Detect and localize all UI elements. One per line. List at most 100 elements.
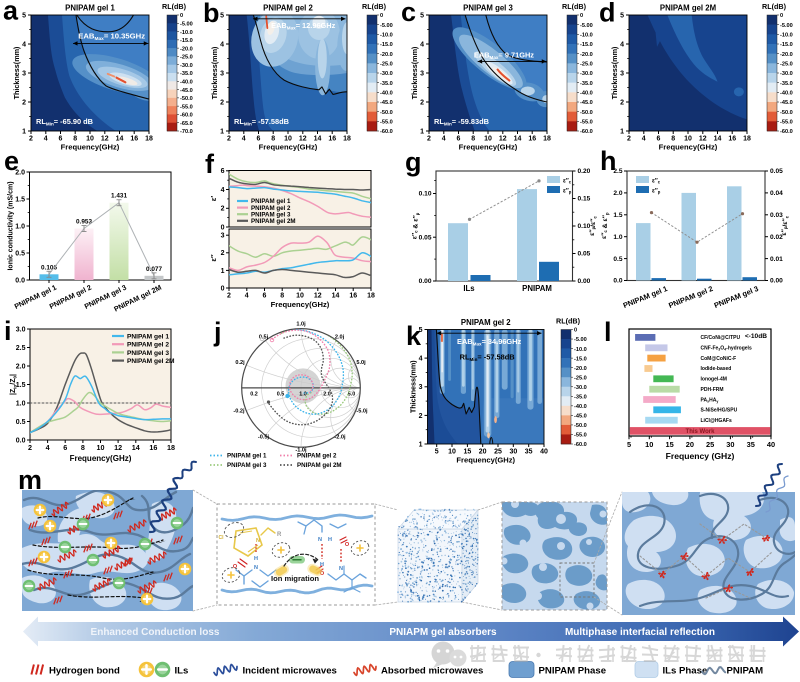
svg-text:1.0: 1.0 (16, 400, 26, 407)
svg-text:RL(dB): RL(dB) (362, 2, 387, 11)
svg-text:6: 6 (257, 136, 261, 143)
svg-text:0.0: 0.0 (15, 277, 25, 284)
svg-text:ε″c & ε″p: ε″c & ε″p (601, 212, 609, 239)
svg-text:-35.0: -35.0 (580, 81, 593, 87)
svg-text:0: 0 (380, 13, 383, 19)
svg-text:3: 3 (420, 70, 424, 77)
svg-text:Enhanced Conduction loss: Enhanced Conduction loss (91, 627, 220, 638)
svg-text:0.00: 0.00 (419, 278, 432, 285)
svg-text:-20.0: -20.0 (780, 52, 793, 58)
svg-text:PNIPAM gel 2M: PNIPAM gel 2M (297, 462, 342, 469)
svg-text:3: 3 (221, 233, 225, 240)
svg-text:14: 14 (116, 136, 124, 143)
svg-text:0: 0 (574, 328, 577, 334)
svg-text:N: N (318, 537, 322, 543)
svg-text:-10.0: -10.0 (180, 30, 193, 36)
svg-text:S-NiSe/HG/SPU: S-NiSe/HG/SPU (701, 408, 738, 414)
svg-text:30: 30 (509, 449, 517, 456)
svg-text:4: 4 (419, 356, 423, 363)
svg-text:-15.0: -15.0 (780, 42, 793, 48)
svg-text:12: 12 (699, 136, 707, 143)
svg-text:b: b (203, 0, 220, 28)
svg-text:0: 0 (221, 285, 225, 292)
svg-text:-20.0: -20.0 (180, 46, 193, 52)
svg-text:PNIPAM gel 1: PNIPAM gel 1 (65, 4, 115, 13)
svg-text:ε″: ε″ (209, 254, 218, 262)
svg-text:-65.0: -65.0 (180, 121, 193, 127)
svg-text:PNIPAM gel 2: PNIPAM gel 2 (127, 342, 169, 349)
svg-text:35: 35 (747, 440, 755, 449)
svg-text:2: 2 (420, 99, 424, 106)
svg-text:0: 0 (580, 13, 583, 19)
svg-text:3.0: 3.0 (16, 326, 26, 333)
svg-text:20: 20 (479, 449, 487, 456)
svg-text:PNIPAM gel 3: PNIPAM gel 3 (463, 4, 513, 13)
svg-text:18: 18 (167, 443, 175, 452)
svg-text:RLMin= -65.90 dB: RLMin= -65.90 dB (36, 117, 93, 127)
svg-text:1: 1 (22, 128, 26, 135)
svg-text:5: 5 (620, 12, 624, 19)
svg-text:2.0: 2.0 (15, 169, 25, 176)
svg-text:1: 1 (419, 441, 423, 448)
svg-text:-0.5j: -0.5j (258, 435, 270, 441)
svg-text:10: 10 (448, 449, 456, 456)
svg-text:-50.0: -50.0 (380, 110, 393, 116)
svg-text:4: 4 (44, 136, 48, 143)
svg-text:5: 5 (419, 327, 423, 334)
svg-text:H: H (328, 537, 332, 543)
svg-text:-45.0: -45.0 (780, 100, 793, 106)
svg-text:-50.0: -50.0 (180, 96, 193, 102)
svg-text:2.5: 2.5 (16, 345, 26, 352)
svg-text:0.953: 0.953 (76, 219, 92, 226)
svg-text:0.20: 0.20 (578, 168, 591, 175)
svg-text:3: 3 (22, 70, 26, 77)
svg-text:ILs: ILs (175, 666, 189, 677)
svg-text:5: 5 (435, 449, 439, 456)
svg-text:5.0j: 5.0j (356, 360, 366, 366)
svg-text:-10.0: -10.0 (780, 33, 793, 39)
svg-text:PNIAPM gel absorbers: PNIAPM gel absorbers (389, 627, 497, 638)
svg-text:2: 2 (29, 136, 33, 143)
svg-text:Frequency(GHz): Frequency(GHz) (61, 143, 120, 152)
svg-text:6: 6 (221, 168, 225, 175)
svg-text:PNIPAM gel 2: PNIPAM gel 2 (297, 453, 337, 460)
svg-text:4: 4 (22, 41, 26, 48)
svg-text:PNIPAM gel 2: PNIPAM gel 2 (461, 318, 511, 327)
svg-text:g: g (405, 147, 422, 177)
svg-text:35: 35 (525, 449, 533, 456)
svg-text:1: 1 (220, 128, 224, 135)
svg-text:-55.0: -55.0 (574, 433, 587, 439)
svg-text:PNIPAM gel 1: PNIPAM gel 1 (227, 453, 267, 460)
svg-text:0.05: 0.05 (578, 251, 591, 258)
svg-text:5: 5 (627, 440, 631, 449)
svg-text:-5.00: -5.00 (180, 21, 193, 27)
svg-text:-45.0: -45.0 (180, 88, 193, 94)
svg-text:16: 16 (728, 136, 736, 143)
svg-text:-30.0: -30.0 (574, 385, 587, 391)
svg-text:-45.0: -45.0 (574, 414, 587, 420)
svg-text:PNIPAM gel 1: PNIPAM gel 1 (127, 333, 169, 340)
svg-text:1.0j: 1.0j (296, 322, 306, 328)
svg-text:This Work: This Work (686, 429, 716, 435)
svg-text:10: 10 (97, 443, 105, 452)
svg-text:3: 3 (419, 384, 423, 391)
svg-text:PNIPAM Phase: PNIPAM Phase (539, 666, 607, 677)
svg-text:Frequency(GHz): Frequency(GHz) (456, 456, 515, 465)
svg-text:14: 14 (314, 136, 322, 143)
svg-text:-35.0: -35.0 (780, 81, 793, 87)
svg-text:4: 4 (442, 136, 446, 143)
svg-text:0.5: 0.5 (15, 250, 25, 257)
svg-text:2: 2 (221, 250, 225, 257)
svg-text:0.00: 0.00 (770, 278, 783, 285)
svg-text:2: 2 (620, 99, 624, 106)
svg-text:e: e (4, 146, 19, 176)
svg-text:0.106: 0.106 (41, 264, 57, 271)
svg-text:2: 2 (627, 136, 631, 143)
svg-text:-30.0: -30.0 (580, 71, 593, 77)
svg-text:-60.0: -60.0 (180, 113, 193, 119)
svg-text:8: 8 (471, 136, 475, 143)
svg-text:-2.0j: -2.0j (334, 435, 346, 441)
svg-text:18: 18 (367, 293, 375, 300)
svg-text:10: 10 (484, 136, 492, 143)
svg-text:0.05: 0.05 (770, 168, 783, 175)
